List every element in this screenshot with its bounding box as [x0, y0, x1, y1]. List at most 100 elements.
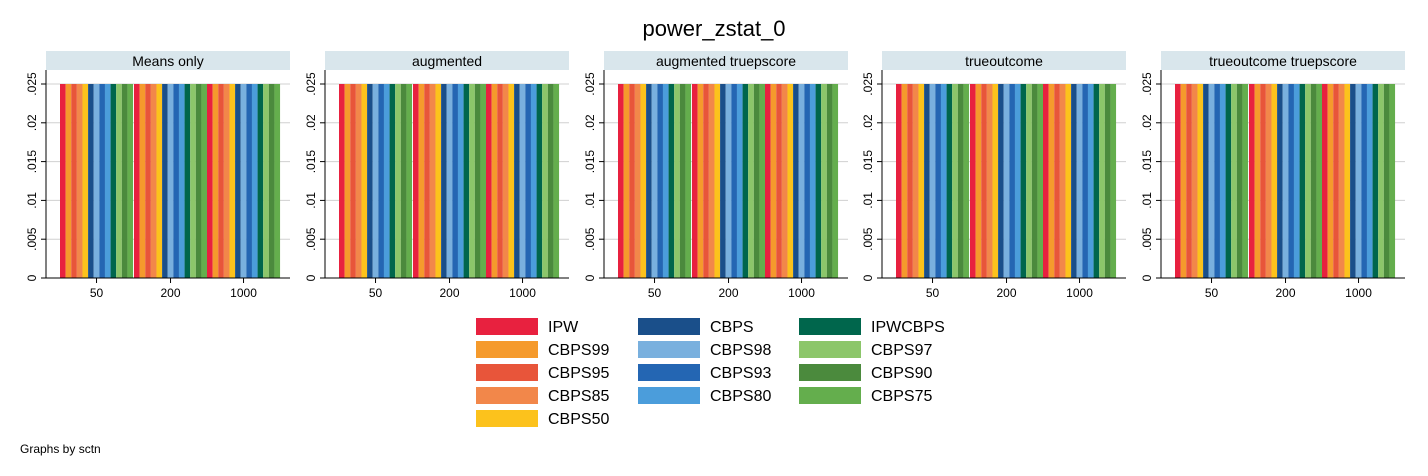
- x-tick-label: 1000: [1345, 286, 1372, 300]
- panel-5: trueoutcome truepscore 0 .005 .01 .015 .02 .02…: [1140, 51, 1405, 300]
- bar-cbps98: [372, 84, 379, 278]
- bar-cbps80: [736, 84, 743, 278]
- bar-cbps80: [1087, 84, 1094, 278]
- legend-swatch-cbps90: [799, 364, 861, 381]
- y-tick-label: .02: [1140, 114, 1154, 131]
- bar-cbps99: [901, 84, 908, 278]
- bar-cbps80: [530, 84, 537, 278]
- bar-ipw: [207, 84, 213, 278]
- bar-cbps75: [127, 84, 134, 278]
- bar-cbps: [1203, 84, 1209, 278]
- bar-cbps98: [798, 84, 805, 278]
- bar-cbps97: [542, 84, 548, 278]
- bar-cbps90: [268, 84, 275, 278]
- panel-strip: [1161, 51, 1405, 70]
- bar-ipwcbps: [536, 84, 543, 278]
- y-tick-label: 0: [861, 274, 875, 281]
- x-tick-label: 1000: [230, 286, 257, 300]
- bar-cbps50: [156, 84, 163, 278]
- bar-cbps98: [1282, 84, 1289, 278]
- bar-cbps93: [173, 84, 179, 278]
- bar-cbps50: [361, 84, 368, 278]
- y-tick-label: .025: [304, 72, 318, 96]
- bar-cbps90: [1310, 84, 1317, 278]
- bar-cbps90: [826, 84, 833, 278]
- bar-cbps: [88, 84, 94, 278]
- x-tick-label: 1000: [509, 286, 536, 300]
- bar-cbps50: [1271, 84, 1278, 278]
- bar-cbps50: [787, 84, 794, 278]
- bar-cbps97: [821, 84, 827, 278]
- bar-cbps: [514, 84, 520, 278]
- bar-ipw: [60, 84, 66, 278]
- bar-cbps98: [519, 84, 526, 278]
- bar-cbps99: [418, 84, 425, 278]
- legend-label-cbps: CBPS: [710, 319, 754, 336]
- y-tick-label: .01: [304, 192, 318, 209]
- y-tick-label: .015: [25, 150, 39, 174]
- bar-cbps90: [474, 84, 481, 278]
- bar-ipwcbps: [946, 84, 953, 278]
- bar-cbps99: [697, 84, 704, 278]
- bar-cbps98: [446, 84, 453, 278]
- bar-cbps80: [809, 84, 816, 278]
- bar-ipwcbps: [389, 84, 396, 278]
- bar-cbps95: [218, 84, 224, 278]
- bar-cbps75: [274, 84, 281, 278]
- bar-cbps80: [1219, 84, 1226, 278]
- legend-label-cbps50: CBPS50: [548, 411, 609, 428]
- bar-ipw: [1043, 84, 1049, 278]
- bar-cbps93: [1009, 84, 1015, 278]
- bar-ipw: [134, 84, 140, 278]
- bar-cbps85: [1059, 84, 1066, 278]
- bar-cbps97: [116, 84, 122, 278]
- bar-cbps90: [1104, 84, 1111, 278]
- bar-cbps75: [406, 84, 413, 278]
- panel-strip: [604, 51, 848, 70]
- y-tick-label: .025: [861, 72, 875, 96]
- panel-strip: [325, 51, 569, 70]
- chart-title: power_zstat_0: [642, 16, 786, 41]
- bar-cbps97: [1305, 84, 1311, 278]
- legend-swatch-cbps: [638, 318, 700, 335]
- legend-label-ipwcbps: IPWCBPS: [871, 319, 945, 336]
- bar-cbps97: [1378, 84, 1384, 278]
- bar-cbps80: [178, 84, 185, 278]
- bar-cbps93: [935, 84, 941, 278]
- x-tick-label: 50: [1205, 286, 1219, 300]
- bar-cbps99: [1180, 84, 1187, 278]
- y-tick-label: .005: [1140, 227, 1154, 251]
- bar-cbps90: [547, 84, 554, 278]
- bar-cbps90: [195, 84, 202, 278]
- bar-ipw: [896, 84, 902, 278]
- y-tick-label: .005: [304, 227, 318, 251]
- bar-cbps75: [201, 84, 208, 278]
- bar-cbps95: [1054, 84, 1060, 278]
- bar-cbps80: [940, 84, 947, 278]
- bar-cbps75: [963, 84, 970, 278]
- legend-swatch-cbps75: [799, 387, 861, 404]
- x-tick-label: 50: [926, 286, 940, 300]
- legend-label-ipw: IPW: [548, 319, 579, 336]
- bar-cbps97: [952, 84, 958, 278]
- bar-cbps50: [435, 84, 442, 278]
- bar-cbps95: [981, 84, 987, 278]
- bar-cbps50: [1197, 84, 1204, 278]
- bar-cbps75: [480, 84, 487, 278]
- legend-label-cbps93: CBPS93: [710, 365, 771, 382]
- panel-1: Means only 0 .005 .01 .015 .02 .025 50 200 1000: [25, 51, 290, 300]
- bar-cbps85: [1191, 84, 1198, 278]
- legend-swatch-cbps98: [638, 341, 700, 358]
- bar-cbps95: [497, 84, 503, 278]
- bar-cbps75: [553, 84, 560, 278]
- y-tick-label: 0: [25, 274, 39, 281]
- bar-cbps98: [240, 84, 247, 278]
- bar-cbps93: [1361, 84, 1367, 278]
- x-tick-label: 50: [648, 286, 662, 300]
- bar-cbps98: [929, 84, 936, 278]
- bar-cbps93: [1082, 84, 1088, 278]
- bar-cbps93: [804, 84, 810, 278]
- bar-cbps: [162, 84, 168, 278]
